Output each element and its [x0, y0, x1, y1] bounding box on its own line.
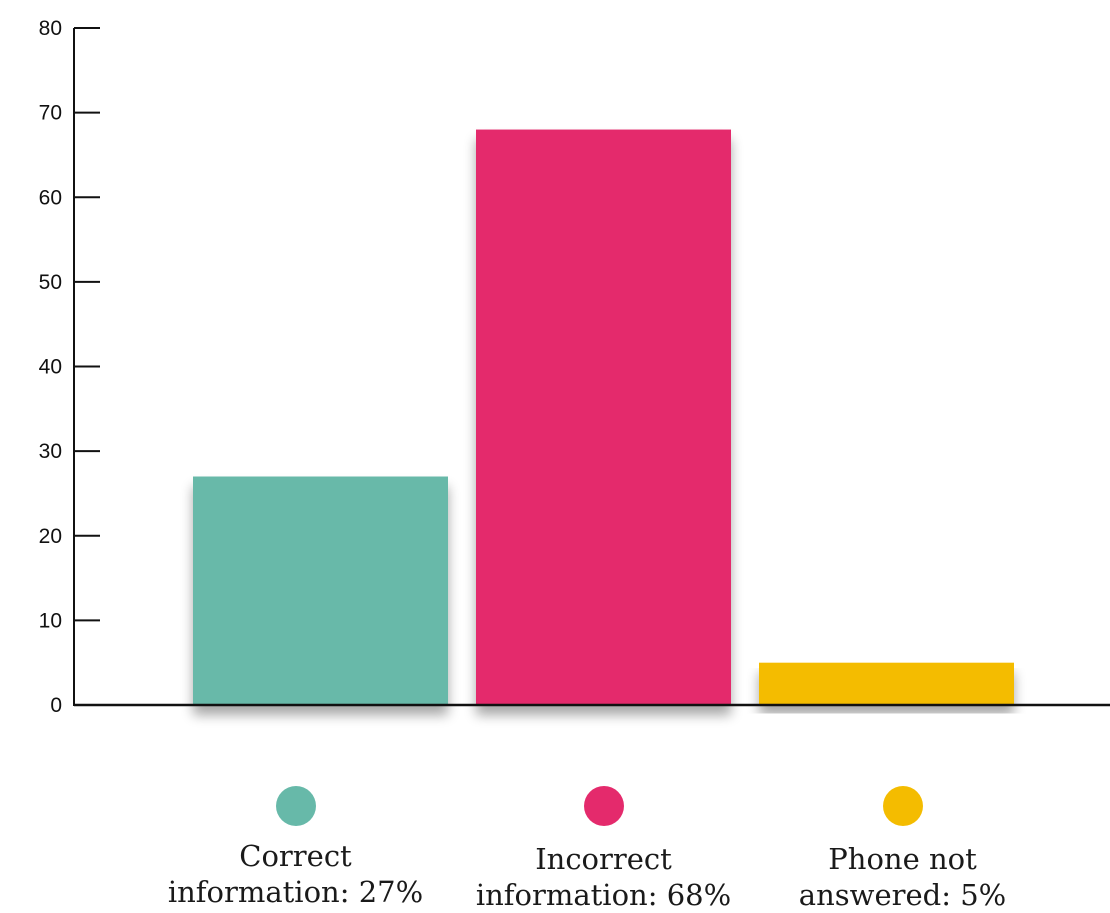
legend-label-line: answered: 5%: [798, 878, 1007, 912]
bar-1: [193, 476, 448, 705]
bars: [193, 129, 1014, 706]
legend-label-line: information: 27%: [167, 875, 424, 909]
y-axis: 0 10 20 30 40 50 60 70 80: [39, 17, 100, 717]
legend-dot-3: [882, 786, 923, 826]
y-tick-label: 30: [39, 440, 62, 463]
legend-dot-2: [583, 786, 624, 826]
y-tick-label: 80: [39, 17, 62, 40]
bar-2: [476, 129, 731, 706]
y-tick-label: 40: [39, 356, 62, 379]
legend-label-line: Phone not: [828, 842, 977, 876]
y-tick-label: 50: [39, 271, 62, 294]
legend-label-line: Incorrect: [535, 842, 672, 876]
legend-label-1: Correct information: 27%: [146, 838, 446, 910]
y-tick-label: 0: [50, 694, 62, 717]
y-tick-label: 10: [39, 609, 62, 632]
legend-label-line: information: 68%: [475, 878, 732, 912]
y-tick-label: 60: [39, 186, 62, 209]
legend-label-2: Incorrect information: 68%: [454, 841, 754, 913]
y-tick-label: 70: [39, 102, 62, 125]
y-tick-label: 20: [39, 525, 62, 548]
bar-3: [759, 662, 1014, 705]
legend-dot-1: [275, 786, 316, 826]
legend-label-3: Phone not answered: 5%: [753, 841, 1053, 913]
legend-label-line: Correct: [239, 839, 352, 873]
